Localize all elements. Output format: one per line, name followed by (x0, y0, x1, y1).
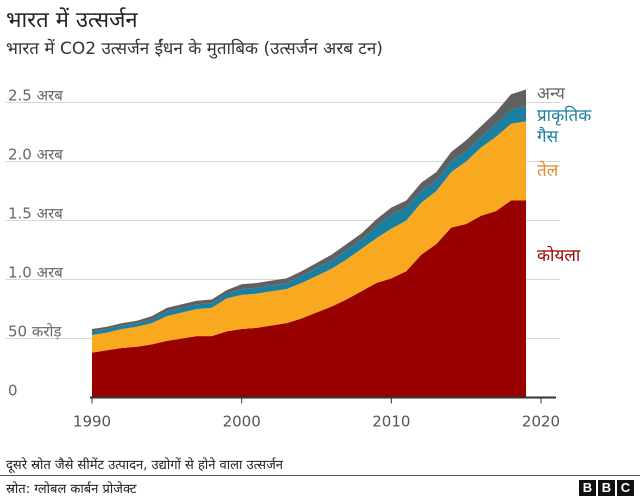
legend-oil: तेल (537, 160, 559, 181)
y-tick-label: 1.5 अरब (8, 205, 63, 223)
y-tick-label: 0 (8, 382, 18, 400)
source-text: स्रोत: ग्लोबल कार्बन प्रोजेक्ट (6, 482, 137, 497)
chart-subtitle: भारत में CO2 उत्सर्जन ईंधन के मुताबिक (उ… (6, 39, 383, 59)
y-tick-label: 2.5 अरब (8, 87, 63, 105)
area-series-0 (92, 200, 527, 398)
legend-gas-line1: प्राकृतिक (537, 105, 592, 126)
x-tick-label: 1990 (73, 413, 111, 431)
y-tick-label: 2.0 अरब (8, 146, 63, 164)
x-tick-label: 2010 (372, 413, 410, 431)
footnote: दूसरे स्रोत जैसे सीमेंट उत्पादन, उद्योगो… (6, 458, 283, 473)
y-tick-label: 50 करोड़ (8, 323, 62, 341)
x-tick-label: 2000 (223, 413, 261, 431)
chart-title: भारत में उत्सर्जन (6, 8, 138, 33)
area-series-1 (92, 121, 527, 353)
footer-divider (0, 475, 640, 476)
y-tick-label: 1.0 अरब (8, 264, 63, 282)
x-tick-label: 2020 (522, 413, 560, 431)
legend-coal: कोयला (537, 245, 581, 266)
legend-other: अन्य (537, 84, 566, 104)
legend-gas-line2: गैस (537, 126, 559, 147)
